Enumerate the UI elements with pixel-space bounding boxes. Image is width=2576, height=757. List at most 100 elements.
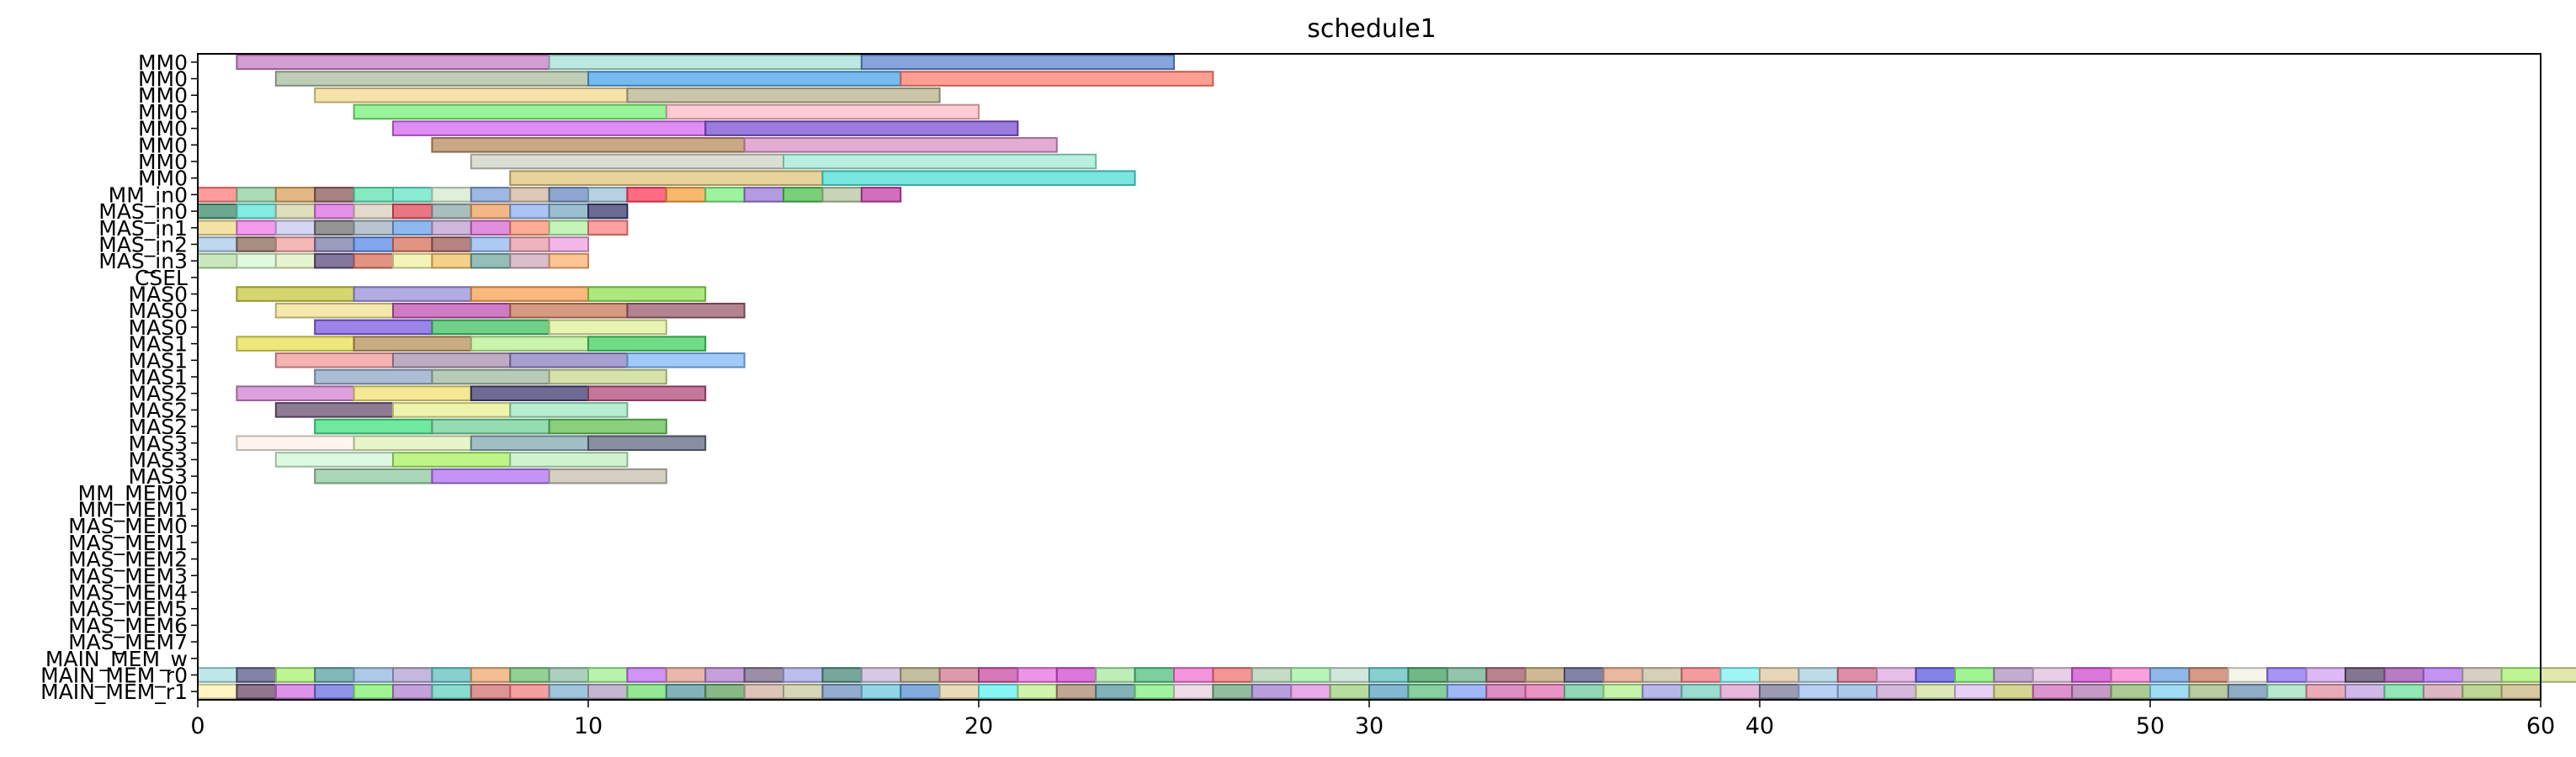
task-bar: [2462, 683, 2503, 700]
task-bar: [1641, 683, 1683, 700]
task-bar: [2266, 667, 2308, 683]
task-bar: [704, 120, 1019, 136]
task-bar: [353, 103, 667, 120]
task-bar: [665, 187, 707, 203]
task-bar: [236, 667, 277, 683]
task-bar: [197, 683, 238, 700]
task-bar: [1759, 667, 1800, 683]
y-tick-label: MAS_MEM6: [68, 613, 188, 638]
task-bar: [704, 667, 746, 683]
task-bar: [2032, 667, 2074, 683]
task-bar: [1915, 683, 1957, 700]
task-bar: [1017, 667, 1058, 683]
task-bar: [236, 683, 277, 700]
task-bar: [314, 667, 355, 683]
task-bar: [2500, 683, 2542, 700]
task-bar: [2266, 683, 2308, 700]
task-bar: [1993, 667, 2034, 683]
task-bar: [743, 683, 784, 700]
task-bar: [1446, 683, 1488, 700]
task-bar: [236, 54, 550, 71]
task-bar: [1524, 667, 1565, 683]
task-bar: [353, 286, 472, 302]
task-bar: [197, 667, 238, 683]
task-bar: [1055, 667, 1097, 683]
x-tick-label: 50: [2136, 713, 2164, 739]
task-bar: [353, 220, 395, 236]
y-tick-label: MAS_in0: [98, 199, 188, 224]
y-tick-label: MAS_MEM0: [68, 514, 188, 538]
task-bar: [548, 203, 589, 220]
task-bar: [431, 368, 550, 385]
y-tick-label: MAS_MEM4: [68, 580, 188, 605]
task-bar: [314, 187, 355, 203]
task-bar: [821, 667, 863, 683]
task-bar: [665, 103, 980, 120]
task-bar: [1329, 683, 1370, 700]
task-bar: [236, 336, 355, 352]
y-tick-label: MM0: [138, 83, 188, 108]
x-tick-label: 0: [190, 713, 204, 739]
task-bar: [626, 87, 941, 103]
task-bar: [431, 418, 550, 435]
task-bar: [509, 683, 550, 700]
task-bar: [314, 683, 355, 700]
task-bar: [587, 187, 629, 203]
task-bar: [1798, 667, 1839, 683]
task-bar: [938, 667, 980, 683]
task-bar: [783, 153, 1097, 170]
task-bar: [509, 667, 550, 683]
task-bar: [236, 286, 355, 302]
task-bar: [1602, 683, 1644, 700]
task-bar: [353, 252, 395, 269]
y-axis: MM0MM0MM0MM0MM0MM0MM0MM0MM_in0MAS_in0MAS…: [40, 50, 198, 704]
x-tick-label: 40: [1745, 713, 1774, 739]
task-bar: [587, 683, 629, 700]
task-bar: [1251, 667, 1293, 683]
task-bar: [431, 187, 472, 203]
task-bar: [2345, 683, 2386, 700]
task-bar: [509, 302, 629, 319]
task-bar: [392, 203, 433, 220]
task-bar: [548, 319, 667, 336]
y-tick-label: MAS3: [129, 447, 188, 472]
y-tick-label: MAS_MEM5: [68, 597, 188, 622]
chart-title: schedule1: [1307, 14, 1437, 44]
task-bar: [1798, 683, 1839, 700]
x-tick-label: 20: [964, 713, 993, 739]
y-tick-label: MAS0: [129, 315, 188, 340]
task-bar: [470, 435, 589, 452]
task-bar: [274, 203, 316, 220]
task-bar: [314, 468, 433, 484]
task-bar: [2305, 667, 2347, 683]
task-bar: [900, 71, 1214, 87]
task-bar: [1173, 683, 1214, 700]
task-bar: [470, 153, 784, 170]
task-bar: [2110, 683, 2152, 700]
task-bar: [1368, 667, 1410, 683]
task-bar: [548, 187, 589, 203]
y-tick-label: MAS_MEM7: [68, 630, 188, 654]
task-bar: [1836, 667, 1878, 683]
y-tick-label: MAS3: [129, 431, 188, 456]
task-bar: [1134, 667, 1175, 683]
task-bar: [1876, 667, 1917, 683]
task-bar: [587, 203, 629, 220]
task-bar: [587, 71, 902, 87]
y-tick-label: MAIN_MEM_w: [45, 647, 188, 671]
task-bar: [2305, 683, 2347, 700]
task-bar: [2383, 683, 2425, 700]
task-bar: [353, 385, 472, 401]
task-bar: [392, 402, 512, 418]
task-bar: [704, 187, 746, 203]
task-bar: [1836, 683, 1878, 700]
task-bar: [626, 667, 667, 683]
task-bar: [509, 170, 824, 186]
task-bar: [2422, 683, 2464, 700]
task-bar: [1329, 667, 1370, 683]
y-tick-label: MM0: [138, 150, 188, 174]
task-bar: [2422, 667, 2464, 683]
task-bar: [665, 667, 707, 683]
task-bar: [197, 252, 238, 269]
